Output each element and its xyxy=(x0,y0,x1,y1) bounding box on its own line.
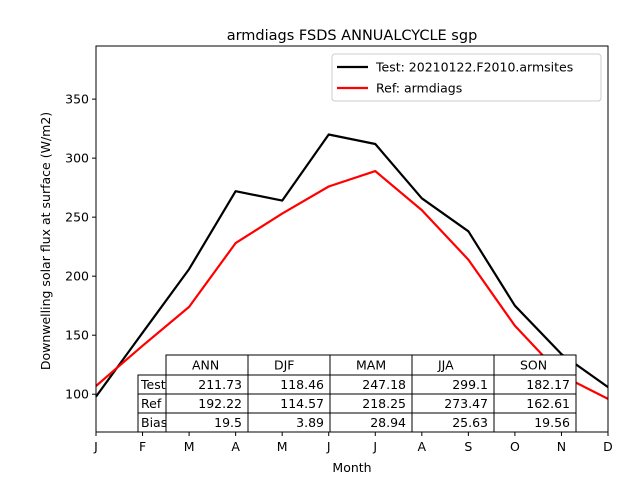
table-cell-value: 19.5 xyxy=(214,415,242,430)
x-tick-label: O xyxy=(510,439,520,454)
chart-title: armdiags FSDS ANNUALCYCLE sgp xyxy=(227,28,478,44)
x-tick-label: J xyxy=(372,439,377,454)
x-tick-label: N xyxy=(557,439,566,454)
table-row-label: Ref xyxy=(141,396,162,411)
x-tick-label: A xyxy=(231,439,240,454)
table-cell-value: 114.57 xyxy=(280,396,324,411)
x-tick-label: M xyxy=(184,439,195,454)
table-column-header: DJF xyxy=(274,358,295,373)
y-tick-label: 350 xyxy=(65,92,89,107)
x-axis-label: Month xyxy=(332,460,371,475)
table-cell-value: 182.17 xyxy=(526,377,570,392)
table-cell-value: 162.61 xyxy=(526,396,570,411)
plot-area xyxy=(95,133,609,400)
x-tick-label: F xyxy=(139,439,146,454)
table-cell-value: 3.89 xyxy=(296,415,324,430)
table-divider xyxy=(165,375,167,432)
table-cell-value: 28.94 xyxy=(370,415,406,430)
table-cell-value: 299.1 xyxy=(452,377,488,392)
table-cell-value: 211.73 xyxy=(198,377,242,392)
x-tick-label: J xyxy=(93,439,98,454)
legend-box xyxy=(331,53,602,102)
table-column-header: SON xyxy=(520,358,547,373)
table-cell-value: 273.47 xyxy=(444,396,488,411)
legend-entry: Ref: armdiags xyxy=(376,81,462,96)
y-tick-label: 100 xyxy=(65,387,89,402)
series-line-test xyxy=(95,133,609,398)
table-row-label: Bias xyxy=(141,415,167,430)
y-tick-label: 200 xyxy=(65,269,89,284)
y-tick-label: 300 xyxy=(65,151,89,166)
y-tick-label: 150 xyxy=(65,328,89,343)
table-column-header: JJA xyxy=(437,358,454,373)
stats-table: ANN DJF MAM JJA SON Test 211.73 118.46 247.18 299… xyxy=(137,354,577,433)
x-tick-label: M xyxy=(277,439,288,454)
table-body-bg xyxy=(138,375,576,432)
x-tick-label: D xyxy=(603,439,613,454)
y-axis: 100 150 200 250 300 350 xyxy=(65,92,96,402)
table-column-header: MAM xyxy=(356,358,386,373)
y-axis-label: Downwelling solar flux at surface (W/m2) xyxy=(38,112,53,370)
legend-entry: Test: 20210122.F2010.armsites xyxy=(375,60,573,75)
table-cell-value: 118.46 xyxy=(280,377,324,392)
table-row-label: Test xyxy=(140,377,166,392)
table-cell-value: 19.56 xyxy=(534,415,570,430)
x-tick-label: S xyxy=(464,439,472,454)
table-header-bg xyxy=(166,355,576,375)
x-tick-label: J xyxy=(326,439,331,454)
table-column-header: ANN xyxy=(192,358,219,373)
plot-frame xyxy=(95,45,609,433)
series-line-ref xyxy=(95,170,609,400)
legend: Test: 20210122.F2010.armsites Ref: armdia… xyxy=(331,53,602,102)
table-cell-value: 25.63 xyxy=(452,415,488,430)
table-cell-value: 192.22 xyxy=(198,396,242,411)
x-tick-label: A xyxy=(418,439,427,454)
y-tick-label: 250 xyxy=(65,210,89,225)
table-cell-value: 218.25 xyxy=(362,396,406,411)
table-cell-value: 247.18 xyxy=(362,377,406,392)
